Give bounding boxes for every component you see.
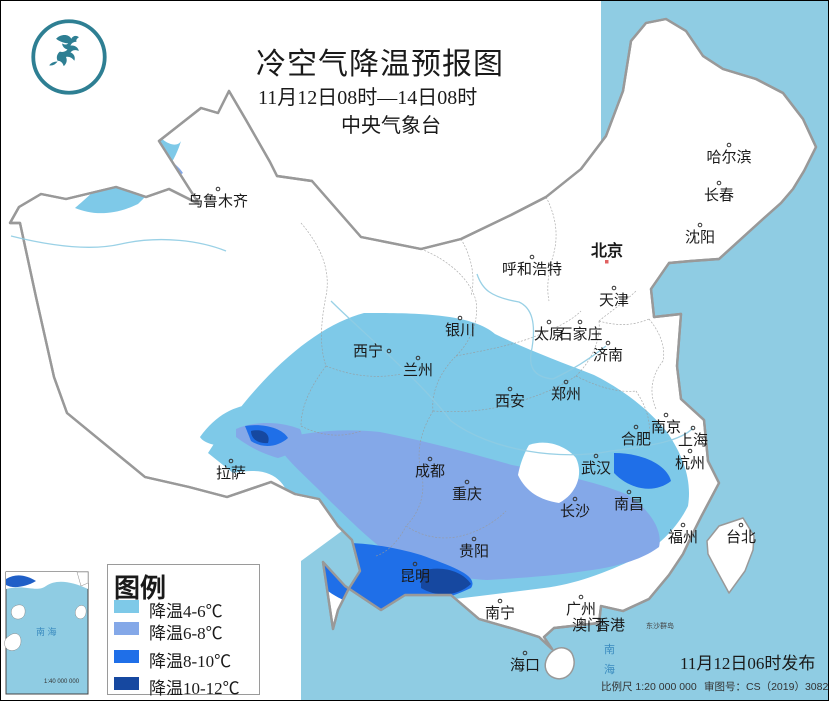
svg-text:银川: 银川: [445, 322, 475, 339]
svg-text:拉萨: 拉萨: [216, 465, 246, 482]
svg-text:南: 南: [604, 643, 615, 656]
svg-text:南京: 南京: [651, 419, 681, 436]
svg-text:沈阳: 沈阳: [685, 229, 715, 246]
svg-text:福州: 福州: [668, 529, 698, 546]
svg-text:哈尔滨: 哈尔滨: [706, 149, 751, 166]
svg-text:东沙群岛: 东沙群岛: [646, 621, 674, 630]
svg-text:兰州: 兰州: [403, 362, 433, 379]
svg-text:比例尺 1:20 000 000: 比例尺 1:20 000 000: [601, 680, 697, 693]
svg-text:长春: 长春: [704, 187, 734, 204]
svg-text:乌鲁木齐: 乌鲁木齐: [188, 193, 248, 210]
svg-text:南昌: 南昌: [614, 496, 644, 513]
svg-text:西宁: 西宁: [353, 343, 383, 360]
svg-text:合肥: 合肥: [621, 431, 651, 448]
svg-text:天津: 天津: [599, 292, 629, 309]
svg-text:海口: 海口: [510, 657, 540, 674]
svg-text:广州: 广州: [566, 601, 596, 618]
svg-text:审图号：CS（2019）3082号: 审图号：CS（2019）3082号: [704, 680, 829, 693]
svg-text:北京: 北京: [591, 241, 623, 260]
svg-text:南宁: 南宁: [485, 605, 515, 622]
svg-text:长沙: 长沙: [560, 503, 590, 520]
svg-text:武汉: 武汉: [581, 460, 611, 477]
svg-text:南 海: 南 海: [36, 626, 57, 637]
svg-text:西安: 西安: [495, 393, 525, 410]
svg-text:济南: 济南: [593, 347, 623, 364]
svg-text:郑州: 郑州: [551, 386, 581, 403]
svg-text:海: 海: [604, 662, 615, 676]
svg-text:成都: 成都: [415, 463, 445, 480]
svg-text:贵阳: 贵阳: [459, 543, 489, 560]
svg-text:昆明: 昆明: [400, 568, 430, 585]
svg-text:上海: 上海: [678, 432, 708, 449]
svg-text:澳门: 澳门: [572, 617, 602, 634]
svg-text:台北: 台北: [726, 529, 756, 546]
svg-text:石家庄: 石家庄: [557, 325, 602, 343]
svg-text:11月12日06时发布: 11月12日06时发布: [680, 654, 815, 673]
svg-text:重庆: 重庆: [452, 486, 482, 503]
svg-text:1:40 000 000: 1:40 000 000: [44, 679, 80, 685]
svg-text:杭州: 杭州: [675, 455, 705, 472]
svg-text:呼和浩特: 呼和浩特: [502, 261, 562, 278]
